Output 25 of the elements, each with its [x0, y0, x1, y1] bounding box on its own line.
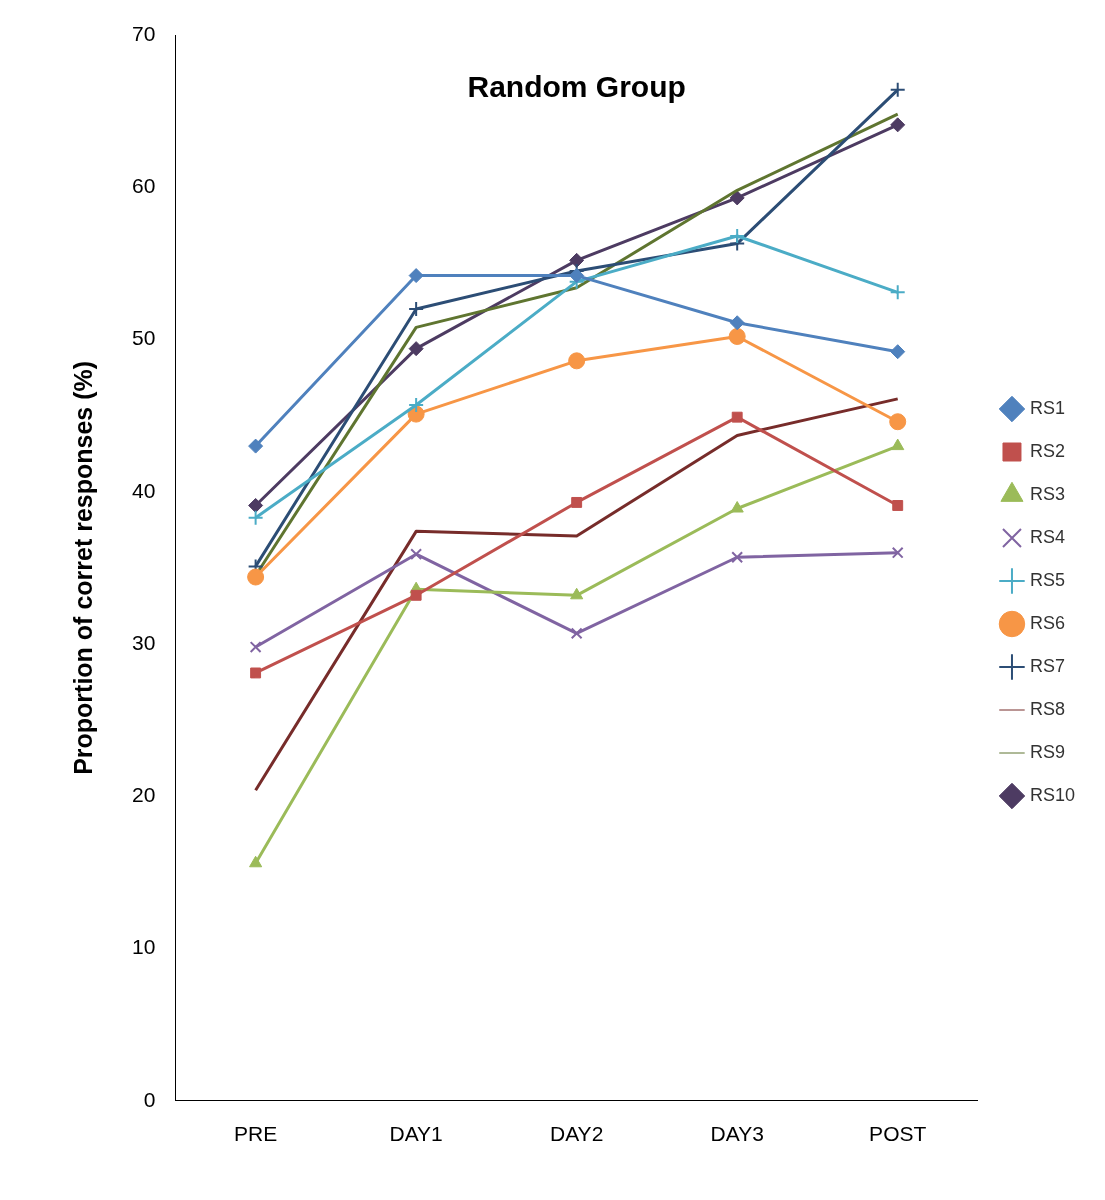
x-tick-label: DAY1	[389, 1122, 443, 1146]
legend-label: RS7	[1029, 655, 1065, 676]
y-tick-label: 0	[143, 1087, 156, 1111]
y-tick-label: 50	[132, 326, 156, 350]
legend-label: RS1	[1029, 397, 1065, 418]
legend-label: RS8	[1029, 698, 1065, 719]
legend-label: RS5	[1029, 569, 1065, 590]
legend-label: RS9	[1029, 741, 1065, 762]
legend-label: RS6	[1029, 612, 1065, 633]
x-tick-label: PRE	[234, 1122, 278, 1146]
y-tick-label: 60	[132, 174, 156, 198]
x-tick-label: DAY3	[710, 1122, 764, 1146]
x-tick-label: POST	[869, 1122, 927, 1146]
y-tick-label: 40	[132, 478, 156, 502]
legend-label: RS2	[1029, 440, 1065, 461]
y-axis-title: Proportion of corret responses (%)	[68, 360, 97, 775]
y-tick-label: 70	[132, 21, 156, 45]
y-tick-label: 20	[132, 783, 156, 807]
y-tick-label: 10	[132, 935, 156, 959]
y-tick-label: 30	[132, 630, 156, 654]
x-tick-label: DAY2	[550, 1122, 604, 1146]
text: Random Group	[467, 70, 686, 104]
legend-label: RS3	[1029, 483, 1065, 504]
legend-label: RS10	[1029, 784, 1075, 805]
legend-label: RS4	[1029, 526, 1065, 547]
